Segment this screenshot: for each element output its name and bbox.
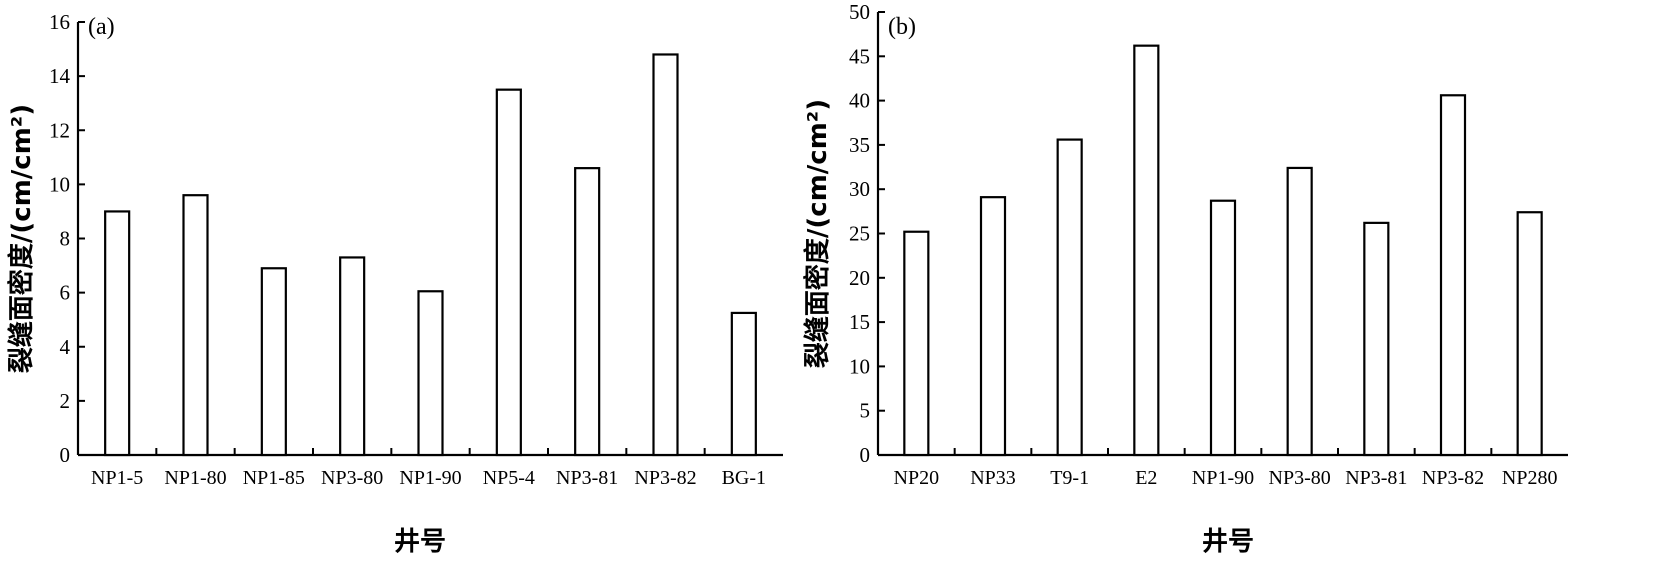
y-axis-title: 裂缝面密度/(cm/cm²): [802, 99, 833, 368]
x-tick-label: NP20: [894, 467, 940, 489]
x-tick-label: NP3-81: [1345, 467, 1407, 489]
bar-NP33: [979, 196, 1007, 457]
bar-NP1-90: [417, 290, 444, 457]
chart-panel-a: 0 2 4 6 8 10 12 14 16 NP1-5 NP1-80 NP1-85 NP3-80 NP1-…: [6, 10, 783, 557]
x-axis-title: 井号: [394, 527, 446, 557]
panel-label: (a): [88, 14, 115, 40]
x-tick-label: NP1-90: [399, 467, 461, 489]
x-tick-label: NP1-90: [1192, 467, 1254, 489]
bar-E2: [1133, 44, 1160, 457]
x-tick-label: T9-1: [1050, 467, 1089, 489]
bar-NP1-90: [1209, 199, 1237, 457]
bar-NP280: [1516, 211, 1543, 457]
bar-NP3-81: [574, 167, 601, 457]
y-tick-label: 0: [60, 443, 71, 467]
y-axis-title: 裂缝面密度/(cm/cm²): [6, 104, 37, 373]
y-tick-label: 14: [49, 64, 71, 88]
y-tick-label: 5: [860, 399, 871, 423]
y-tick-label: 25: [849, 222, 870, 246]
x-tick-label: NP1-5: [91, 467, 143, 489]
y-tick-label: 16: [49, 10, 70, 34]
x-tick-label: NP5-4: [483, 467, 535, 489]
bar-BG-1: [730, 311, 757, 457]
panel-label: (b): [888, 14, 916, 40]
y-tick-label: 15: [849, 310, 870, 334]
y-tick-label: 45: [849, 44, 870, 68]
x-tick-label: NP33: [970, 467, 1016, 489]
y-tick-label: 0: [860, 443, 871, 467]
y-tick-label: 10: [49, 172, 70, 196]
y-tick-label: 12: [49, 118, 70, 142]
y-tick-label: 10: [849, 354, 870, 378]
bar-NP3-82: [1439, 94, 1467, 457]
x-tick-label: NP280: [1502, 467, 1558, 489]
y-tick-label: 4: [60, 335, 71, 359]
x-tick-label: NP3-82: [634, 467, 696, 489]
x-tick-label: E2: [1135, 467, 1157, 489]
y-tick-label: 40: [849, 89, 870, 113]
x-tick-label: NP3-80: [321, 467, 383, 489]
chart-panel-b: 0 5 10 15 20 25 30 35 40 45 50 NP20 NP33 T9-1 E2 NP1-90…: [802, 0, 1568, 557]
y-tick-label: 35: [849, 133, 870, 157]
y-tick-label: 8: [60, 227, 71, 251]
x-tick-label: BG-1: [722, 467, 766, 489]
y-tick-label: 50: [849, 0, 870, 24]
bar-NP5-4: [495, 88, 522, 457]
bar-NP3-80: [1286, 166, 1313, 457]
y-tick-label: 6: [60, 281, 71, 305]
bar-NP3-81: [1363, 221, 1390, 457]
x-tick-label: NP3-80: [1269, 467, 1331, 489]
y-tick-label: 30: [849, 177, 870, 201]
x-tick-label: NP3-82: [1422, 467, 1484, 489]
y-tick-label: 2: [60, 389, 71, 413]
bar-NP3-82: [652, 53, 679, 457]
bar-NP3-80: [339, 256, 366, 457]
x-tick-label: NP1-80: [164, 467, 226, 489]
y-tick-label: 20: [849, 266, 870, 290]
x-tick-label: NP3-81: [556, 467, 618, 489]
x-axis-title: 井号: [1202, 527, 1254, 557]
bar-NP20: [903, 230, 930, 457]
bar-NP1-80: [182, 194, 209, 457]
bar-T9-1: [1056, 138, 1083, 457]
bar-NP1-5: [104, 210, 131, 457]
x-tick-label: NP1-85: [243, 467, 305, 489]
bar-NP1-85: [260, 267, 287, 457]
